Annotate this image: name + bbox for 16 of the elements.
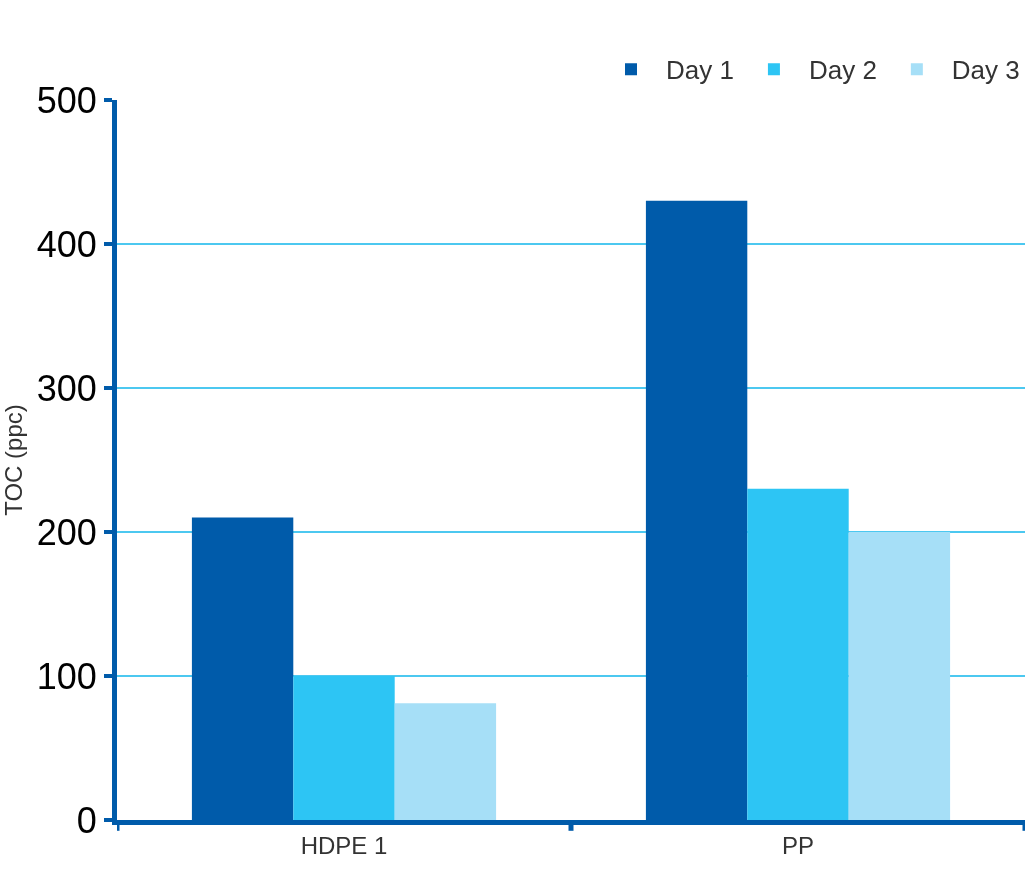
y-tick-label: 200 <box>36 511 97 553</box>
legend-label: Day 1 <box>666 55 734 86</box>
bar <box>747 488 849 820</box>
x-tick-label: PP <box>781 831 815 859</box>
x-tick-label: HDPE 1 <box>300 831 388 859</box>
bar <box>848 532 951 820</box>
legend-label: Day 2 <box>808 55 877 86</box>
y-tick-label: 0 <box>76 799 97 841</box>
bar <box>394 703 497 820</box>
y-axis-title: TOC (ppc) <box>0 404 27 516</box>
legend-label: Day 3 <box>951 55 1020 86</box>
y-tick-label: 400 <box>36 223 97 265</box>
y-tick-label: 500 <box>36 79 97 121</box>
y-tick-label: 300 <box>36 367 97 409</box>
bar <box>293 676 395 820</box>
y-tick-label: 100 <box>36 655 97 697</box>
